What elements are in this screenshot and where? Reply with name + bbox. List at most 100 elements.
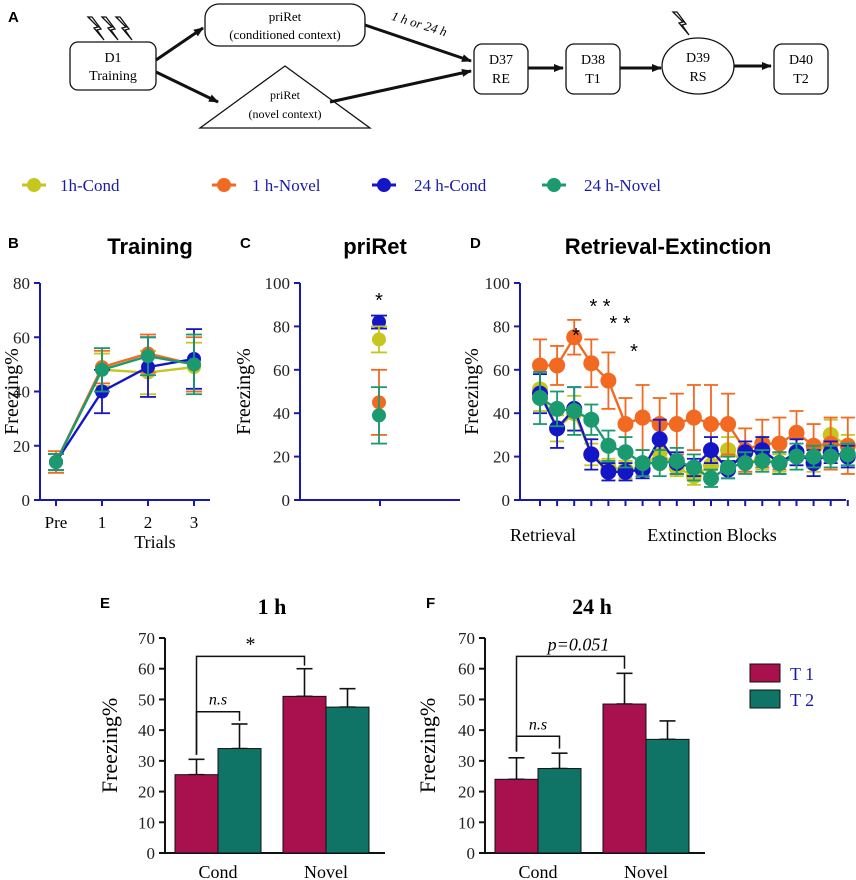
- series: [48, 333, 202, 472]
- y-tick-label: 20: [138, 783, 155, 802]
- y-tick-label: 20: [273, 448, 290, 467]
- bar: [537, 768, 582, 854]
- y-tick-label: 0: [502, 491, 511, 510]
- data-point: [95, 362, 109, 377]
- priret-novel-triangle: [198, 65, 372, 129]
- x-tick-label: 1: [98, 513, 107, 532]
- series-line: [54, 355, 195, 463]
- d40-line1: D40: [789, 53, 813, 68]
- y-tick-label: 40: [273, 404, 290, 423]
- data-point: [822, 448, 839, 465]
- data-point: [839, 446, 856, 463]
- d39-line2: RS: [689, 70, 706, 85]
- y-tick-label: 70: [138, 629, 155, 648]
- priret-cond-line2: (conditioned context): [229, 27, 341, 42]
- d39-ellipse: [661, 37, 735, 95]
- bar: [494, 778, 539, 854]
- significance-star: *: [630, 341, 638, 363]
- y-tick-label: 30: [458, 752, 475, 771]
- x-axis-label: Trials: [134, 532, 175, 552]
- panel-letter: C: [240, 235, 251, 252]
- y-tick-label: 50: [458, 690, 475, 709]
- lightning-icon: [671, 11, 690, 36]
- y-tick-label: 0: [147, 844, 156, 863]
- y-tick-label: 60: [458, 660, 475, 679]
- legend-label: 1 h-Novel: [252, 176, 321, 195]
- y-tick-label: 0: [282, 491, 291, 510]
- y-tick-label: 80: [13, 274, 30, 293]
- data-point: [600, 372, 617, 389]
- bar: [645, 738, 690, 854]
- x-axis-label-retrieval: Retrieval: [510, 525, 576, 545]
- data-point: [617, 416, 634, 433]
- data-point: [532, 390, 548, 407]
- data-point: [788, 424, 805, 441]
- data-point: [583, 411, 600, 428]
- y-tick-label: 40: [13, 383, 30, 402]
- legend-label: 24 h-Cond: [414, 176, 487, 195]
- data-point: [566, 329, 583, 346]
- panel-letter: F: [426, 595, 435, 612]
- bar: [282, 695, 327, 854]
- data-point: [805, 448, 822, 465]
- y-tick-label: 80: [273, 317, 290, 336]
- data-point: [703, 416, 719, 433]
- panel-letter: B: [8, 235, 19, 252]
- data-point: [737, 455, 754, 472]
- ns-label: n.s: [529, 716, 547, 733]
- ns-bracket: [515, 735, 561, 752]
- y-tick-label: 20: [13, 437, 30, 456]
- y-tick-label: 60: [13, 328, 30, 347]
- y-tick-label: 40: [458, 721, 475, 740]
- y-tick-label: 100: [265, 274, 291, 293]
- chart-title: 24 h: [572, 594, 612, 619]
- data-point: [754, 452, 771, 469]
- y-tick-label: 100: [485, 274, 511, 293]
- significance-label: p=0.051: [546, 634, 610, 654]
- series-line: [54, 357, 195, 463]
- chart-title: Training: [107, 234, 193, 259]
- data-point: [685, 459, 702, 476]
- significance-star: *: [375, 290, 383, 312]
- legend-label: T 2: [790, 690, 814, 710]
- data-point: [566, 403, 583, 420]
- significance-star: * *: [609, 313, 630, 335]
- y-tick-label: 10: [458, 813, 475, 832]
- data-point: [651, 431, 668, 448]
- chart-title: Retrieval-Extinction: [565, 234, 772, 259]
- y-tick-label: 60: [138, 660, 155, 679]
- legend-label: T 1: [790, 664, 814, 684]
- data-point: [600, 463, 617, 480]
- priret-cond-line1: priRet: [269, 9, 302, 24]
- bar: [217, 748, 262, 854]
- series: [48, 333, 202, 474]
- y-axis-label: Freezing%: [97, 698, 122, 793]
- legend-label: 1h-Cond: [60, 176, 120, 195]
- x-tick-label: 2: [144, 513, 153, 532]
- data-point: [617, 444, 634, 461]
- y-tick-label: 20: [493, 448, 510, 467]
- d1-box: [69, 41, 157, 91]
- chart-training: B Training 0 20 40 60 80 Freezing% Pre 1 2 3 Trials: [1, 234, 210, 552]
- d1-line2: Training: [89, 69, 137, 84]
- bar: [602, 703, 647, 854]
- priret-novel-line2: (novel context): [249, 107, 322, 121]
- data-point: [583, 446, 600, 463]
- d40-box: [773, 43, 829, 95]
- d40-line2: T2: [793, 72, 809, 87]
- data-point: [549, 400, 566, 417]
- y-tick-label: 0: [467, 844, 476, 863]
- data-point: [651, 455, 668, 472]
- y-tick-label: 0: [22, 491, 31, 510]
- bar: [174, 774, 219, 854]
- d37-line1: D37: [489, 53, 513, 68]
- d38-line2: T1: [585, 72, 601, 87]
- d39-line1: D39: [686, 51, 710, 66]
- y-tick-label: 40: [138, 721, 155, 740]
- chart-retrieval-extinction: D Retrieval-Extinction 0 20 40 60 80 100 Freezin…: [461, 234, 856, 545]
- significance-bracket: [195, 655, 306, 755]
- legend-marker: [217, 178, 231, 192]
- panel-letter: D: [470, 235, 481, 252]
